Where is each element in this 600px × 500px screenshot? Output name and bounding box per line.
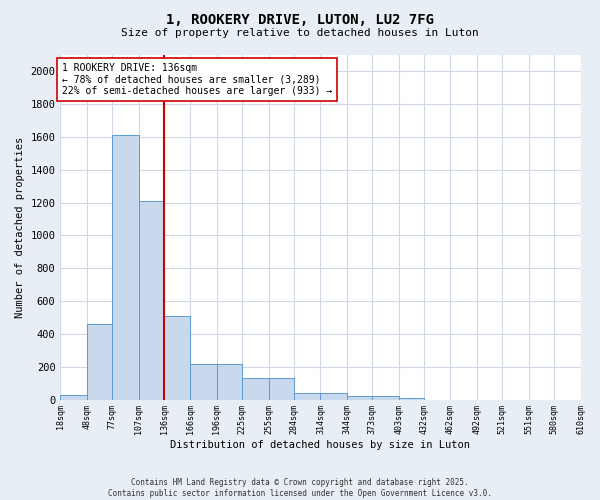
Bar [347,396,372,400]
Bar [269,378,294,400]
Bar [112,136,139,400]
Bar [372,396,398,400]
Bar [217,364,242,400]
Bar [87,324,112,400]
Bar [320,393,347,400]
X-axis label: Distribution of detached houses by size in Luton: Distribution of detached houses by size … [170,440,470,450]
Text: Contains HM Land Registry data © Crown copyright and database right 2025.
Contai: Contains HM Land Registry data © Crown c… [108,478,492,498]
Bar [190,364,217,400]
Bar [61,394,87,400]
Text: 1, ROOKERY DRIVE, LUTON, LU2 7FG: 1, ROOKERY DRIVE, LUTON, LU2 7FG [166,12,434,26]
Bar [164,316,190,400]
Bar [398,398,424,400]
Bar [139,201,164,400]
Bar [242,378,269,400]
Text: Size of property relative to detached houses in Luton: Size of property relative to detached ho… [121,28,479,38]
Y-axis label: Number of detached properties: Number of detached properties [15,136,25,318]
Bar [294,393,320,400]
Text: 1 ROOKERY DRIVE: 136sqm
← 78% of detached houses are smaller (3,289)
22% of semi: 1 ROOKERY DRIVE: 136sqm ← 78% of detache… [62,63,332,96]
